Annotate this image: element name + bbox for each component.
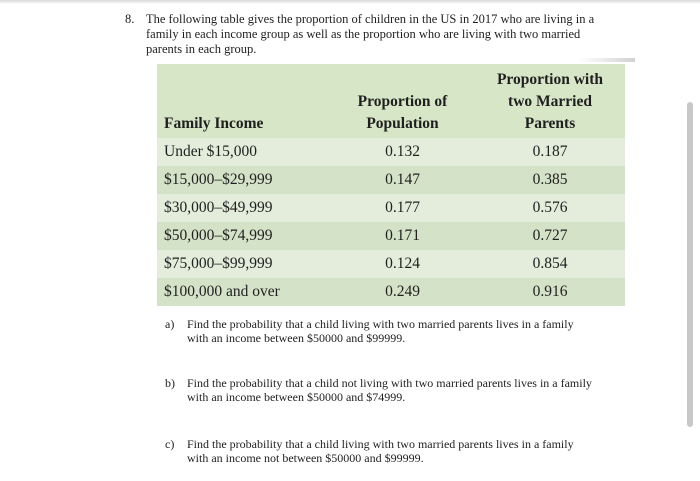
- cell-married: 0.854: [532, 255, 568, 272]
- table-row: $15,000–$29,999 0.147 0.385: [157, 166, 625, 194]
- vertical-scrollbar[interactable]: [687, 102, 693, 427]
- part-b-text: Find the probability that a child not li…: [187, 376, 592, 404]
- cell-married: 0.385: [532, 171, 568, 188]
- header-proportion-married: Proportion with two Married Parents: [475, 64, 625, 138]
- table-corner-shadow: [579, 58, 635, 62]
- cell-population: 0.124: [385, 255, 420, 272]
- cell-population: 0.249: [385, 283, 420, 300]
- cell-income: $15,000–$29,999: [164, 171, 273, 188]
- cell-income: Under $15,000: [164, 143, 257, 160]
- income-table: Family Income Proportion of Population P…: [157, 64, 625, 306]
- top-edge-shadow: [0, 0, 700, 4]
- cell-income: $75,000–$99,999: [164, 255, 273, 272]
- cell-married: 0.187: [532, 143, 568, 160]
- header-family-income: Family Income: [164, 115, 264, 132]
- cell-married: 0.916: [532, 283, 568, 300]
- cell-income: $30,000–$49,999: [164, 199, 273, 216]
- header-proportion-population: Proportion of Population: [330, 64, 475, 138]
- cell-population: 0.147: [385, 171, 420, 188]
- cell-married: 0.576: [532, 199, 568, 216]
- part-c-label: c): [165, 437, 175, 451]
- table-row: Under $15,000 0.132 0.187: [157, 138, 625, 166]
- cell-population: 0.171: [385, 227, 420, 244]
- cell-income: $50,000–$74,999: [164, 227, 273, 244]
- header-proportion-married-label: Proportion with two Married Parents: [496, 71, 604, 132]
- question-intro: The following table gives the proportion…: [146, 12, 595, 56]
- part-b-label: b): [165, 376, 175, 390]
- cell-population: 0.177: [385, 199, 420, 216]
- header-proportion-population-label: Proportion of Population: [357, 93, 448, 132]
- table-row: $50,000–$74,999 0.171 0.727: [157, 222, 625, 250]
- part-a-label: a): [165, 317, 175, 331]
- cell-income: $100,000 and over: [164, 283, 280, 300]
- part-c-text: Find the probability that a child living…: [187, 437, 574, 465]
- table-header-row: Family Income Proportion of Population P…: [157, 64, 625, 138]
- part-a-text: Find the probability that a child living…: [187, 317, 574, 345]
- table-row: $30,000–$49,999 0.177 0.576: [157, 194, 625, 222]
- cell-married: 0.727: [532, 227, 568, 244]
- table-row: $75,000–$99,999 0.124 0.854: [157, 250, 625, 278]
- cell-population: 0.132: [385, 143, 420, 160]
- question-number: 8.: [125, 12, 135, 26]
- table-row: $100,000 and over 0.249 0.916: [157, 278, 625, 306]
